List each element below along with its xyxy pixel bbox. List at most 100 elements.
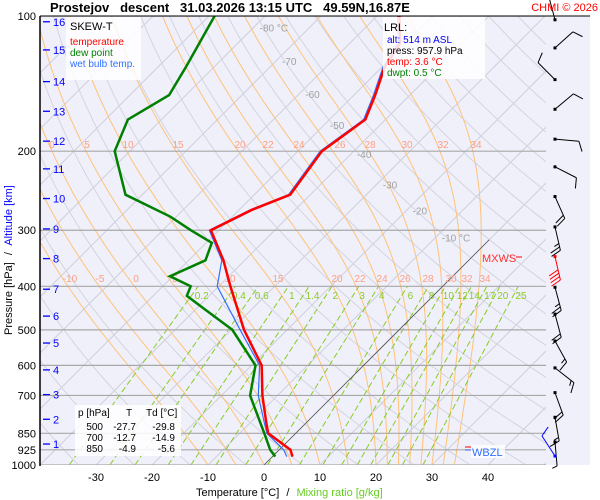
lrl-temp: temp: 3.6 °C xyxy=(387,57,443,68)
dry-adiabat xyxy=(285,16,546,284)
barb-flag xyxy=(572,31,583,38)
adiabat-label: 20 xyxy=(234,140,246,151)
pressure-tick-label: 600 xyxy=(18,360,36,372)
lrl-title: LRL: xyxy=(384,22,407,34)
legend-wet-bulb: wet bulb temp. xyxy=(69,59,135,70)
isotherm-label: -20 xyxy=(413,206,428,217)
temperature-tick-label: 30 xyxy=(426,472,438,484)
isotherm-label: -10 °C xyxy=(442,233,470,244)
dry-adiabat xyxy=(314,16,546,253)
barb-flag xyxy=(551,279,561,287)
grid-labels: 0.2 0.4 0.6 1 1.4 2 3 4 6 8 10 12 14 17 20 25-80 °C-70-… xyxy=(49,23,527,302)
pressure-tick-label: 700 xyxy=(18,390,36,402)
altitude-tick-label: 6 xyxy=(53,311,59,323)
temperature-tick-label: -20 xyxy=(144,472,160,484)
mixing-ratio-line xyxy=(402,286,501,465)
isotherm-label: -30 xyxy=(383,180,398,191)
barb-flag xyxy=(554,303,560,308)
barb-flag xyxy=(555,214,564,224)
barb-staff xyxy=(554,93,574,110)
temperature-tick-label: -10 xyxy=(200,472,216,484)
y-axis-title-separator: / xyxy=(3,251,15,255)
adiabat-label: 34 xyxy=(470,140,482,151)
isotherm xyxy=(207,126,546,465)
isotherm xyxy=(375,294,546,465)
temperature-tick-label: 10 xyxy=(314,472,326,484)
legend-title: SKEW-T xyxy=(70,21,113,33)
pressure-tick-label: 1000 xyxy=(12,460,36,472)
mixing-ratio-label: 0.4 xyxy=(232,291,246,302)
temperature-tick-label: 0 xyxy=(261,472,267,484)
adiabat-label: 24 xyxy=(376,274,388,285)
table-cell: -14.9 xyxy=(152,433,175,444)
barb-staff xyxy=(554,256,561,281)
wind-barb xyxy=(550,225,561,257)
table-cell: -5.6 xyxy=(158,444,176,455)
adiabat-label: 5 xyxy=(84,140,90,151)
adiabat-label: 22 xyxy=(262,140,274,151)
mixing-ratio-line xyxy=(356,286,460,465)
barb-staff xyxy=(554,340,568,363)
wind-barb xyxy=(548,255,561,287)
wind-barb xyxy=(553,31,583,50)
barb-flag xyxy=(554,243,560,247)
wind-barb xyxy=(553,165,577,189)
isotherm xyxy=(319,238,546,465)
pressure-tick-label: 200 xyxy=(18,146,36,158)
adiabat-label: 34 xyxy=(479,274,491,285)
barb-flag xyxy=(551,249,561,257)
wind-barb xyxy=(553,366,575,394)
adiabat-label: 10 xyxy=(122,140,134,151)
barb-staff xyxy=(537,62,556,80)
adiabat-label: 26 xyxy=(334,140,346,151)
lrl-press: press: 957.9 hPa xyxy=(387,46,463,57)
altitude-tick-label: 5 xyxy=(53,338,59,350)
isotherm xyxy=(40,16,490,465)
wind-barb xyxy=(553,93,584,111)
altitude-tick-label: 7 xyxy=(53,284,59,296)
barb-staff xyxy=(554,31,574,49)
altitude-tick-label: 12 xyxy=(53,136,65,148)
adiabat-label: -5 xyxy=(96,274,105,285)
x-axis-title-separator: / xyxy=(286,487,290,499)
altitude-tick-label: 8 xyxy=(53,254,59,266)
zero-isotherm xyxy=(263,239,490,465)
barb-flag xyxy=(551,333,561,341)
dry-adiabat xyxy=(169,16,546,411)
mixing-ratio-label: 8 xyxy=(429,291,435,302)
barb-staff xyxy=(554,287,562,311)
temperature-tick-label: 40 xyxy=(482,472,494,484)
lrl-alt: alt: 514 m ASL xyxy=(387,35,452,46)
mixing-ratio-line xyxy=(245,286,360,465)
barb-staff xyxy=(554,441,558,466)
adiabat-label: 26 xyxy=(399,274,411,285)
barb-flag xyxy=(550,246,560,254)
mixing-ratio-line xyxy=(322,286,429,465)
adiabat-label: 24 xyxy=(293,140,305,151)
isotherm-label: -60 xyxy=(305,90,320,101)
x-axis-title-temperature: Temperature [°C] xyxy=(196,487,279,499)
grid-lines xyxy=(40,16,546,465)
table-cell: -29.8 xyxy=(152,422,175,433)
adiabat-label: 30 xyxy=(445,274,457,285)
wind-barb xyxy=(541,426,557,458)
legend-temperature: temperature xyxy=(70,37,124,48)
table-cell: -4.9 xyxy=(119,444,137,455)
mixing-ratio-line xyxy=(267,286,379,465)
adiabat-label: 0 xyxy=(49,140,55,151)
wind-barb xyxy=(553,195,566,227)
altitude-tick-label: 16 xyxy=(53,17,65,29)
barb-flag xyxy=(551,306,561,314)
temperature-tick-label: -30 xyxy=(88,472,104,484)
adiabat-label: 10 xyxy=(224,274,236,285)
barb-flag xyxy=(550,276,560,284)
temperature-line xyxy=(209,16,402,457)
adiabat-label: 20 xyxy=(331,274,343,285)
table-header: Td [°C] xyxy=(146,408,177,419)
barb-flag xyxy=(552,336,562,345)
barb-flag xyxy=(574,177,577,189)
barb-staff xyxy=(554,417,560,442)
legend-box xyxy=(66,17,141,80)
level-table-box xyxy=(75,405,181,456)
wind-barb xyxy=(551,285,562,318)
